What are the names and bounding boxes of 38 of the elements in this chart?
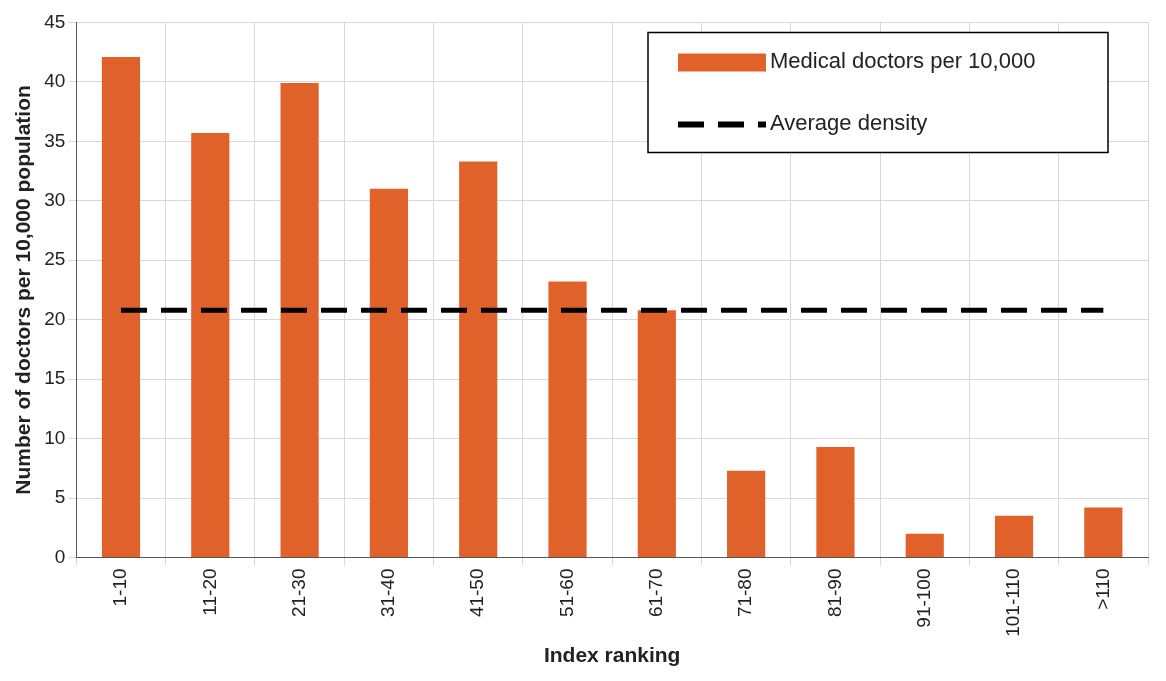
x-tick-label: 101-110 bbox=[1002, 568, 1024, 637]
y-tick-label: 0 bbox=[54, 545, 66, 567]
bar bbox=[816, 446, 855, 557]
x-tick-label: 91-100 bbox=[912, 568, 934, 628]
bar bbox=[101, 56, 141, 557]
legend-label: Average density bbox=[770, 110, 928, 136]
y-tick-label: 15 bbox=[44, 367, 66, 389]
bar bbox=[369, 188, 408, 557]
x-tick-label: 21-30 bbox=[287, 568, 309, 618]
y-tick-label: 40 bbox=[44, 70, 66, 92]
x-tick-label: 1-10 bbox=[109, 568, 131, 607]
legend-label: Medical doctors per 10,000 bbox=[770, 48, 1036, 74]
bar bbox=[637, 310, 676, 557]
bar bbox=[191, 132, 230, 557]
y-tick-label: 30 bbox=[44, 188, 66, 210]
y-tick-label: 35 bbox=[44, 129, 66, 151]
x-tick-label: 61-70 bbox=[645, 568, 667, 618]
bar bbox=[1084, 507, 1123, 557]
x-axis-title: Index ranking bbox=[543, 643, 681, 667]
bar bbox=[459, 161, 498, 557]
bar bbox=[280, 83, 319, 557]
bar bbox=[994, 515, 1034, 557]
y-tick-label: 10 bbox=[44, 426, 66, 448]
x-tick-label: 51-60 bbox=[555, 568, 577, 618]
x-tick-label: 11-20 bbox=[198, 568, 220, 616]
x-tick-label: 31-40 bbox=[377, 568, 399, 618]
bar bbox=[727, 470, 766, 557]
x-tick-label: >110 bbox=[1091, 568, 1113, 610]
y-tick-label: 20 bbox=[44, 307, 66, 329]
x-tick-label: 81-90 bbox=[823, 568, 845, 618]
bar bbox=[548, 281, 587, 557]
y-axis-title: Number of doctors per 10,000 population bbox=[11, 85, 35, 495]
x-tick-label: 41-50 bbox=[466, 568, 488, 618]
y-tick-label: 45 bbox=[44, 10, 66, 32]
x-tick-label: 71-80 bbox=[734, 568, 756, 618]
bar bbox=[905, 533, 944, 557]
y-tick-label: 25 bbox=[44, 248, 66, 270]
y-tick-label: 5 bbox=[54, 486, 66, 508]
